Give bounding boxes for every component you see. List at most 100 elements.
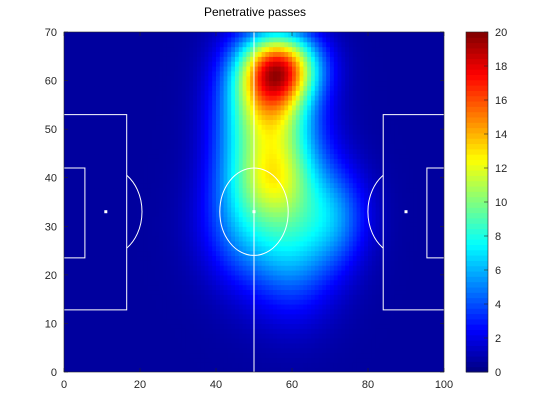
heatmap-cell [276, 260, 282, 266]
heatmap-cell [128, 318, 133, 325]
heatmap-cell [246, 80, 251, 87]
heatmap-cell [178, 240, 183, 247]
heatmap-cell [216, 299, 221, 305]
heatmap-cell [162, 153, 168, 159]
heatmap-cell [330, 284, 335, 291]
heatmap-cell [121, 41, 126, 48]
heatmap-cell [185, 85, 190, 91]
heatmap-cell [140, 134, 145, 140]
heatmap-cell [269, 41, 274, 48]
heatmap-cell [105, 299, 111, 305]
heatmap-cell [105, 318, 111, 325]
heatmap-cell [280, 328, 285, 334]
heatmap-cell [124, 95, 130, 101]
heatmap-cell [265, 70, 270, 77]
heatmap-cell [216, 367, 221, 372]
heatmap-cell [185, 41, 190, 48]
heatmap-cell [231, 206, 236, 213]
heatmap-cell [265, 294, 270, 300]
heatmap-cell [254, 231, 259, 237]
heatmap-cell [235, 177, 240, 184]
heatmap-cell [276, 342, 282, 349]
heatmap-cell [79, 80, 84, 87]
heatmap-cell [197, 313, 202, 320]
heatmap-cell [223, 46, 228, 53]
heatmap-cell [265, 90, 270, 96]
heatmap-cell [170, 134, 175, 140]
heatmap-cell [178, 158, 183, 164]
heatmap-cell [193, 347, 198, 354]
heatmap-cell [303, 206, 308, 213]
heatmap-cell [292, 274, 297, 281]
heatmap-cell [265, 226, 270, 232]
heatmap-cell [67, 313, 73, 320]
heatmap-cell [90, 216, 95, 223]
heatmap-cell [299, 240, 304, 247]
heatmap-cell [330, 61, 335, 67]
heatmap-cell [311, 221, 316, 227]
heatmap-cell [295, 299, 301, 305]
heatmap-cell [105, 352, 111, 359]
heatmap-cell [151, 119, 156, 125]
heatmap-cell [117, 56, 122, 62]
heatmap-cell [299, 231, 304, 237]
heatmap-cell [170, 250, 175, 257]
heatmap-cell [204, 211, 209, 218]
heatmap-cell [238, 231, 244, 237]
heatmap-cell [90, 255, 95, 261]
heatmap-cell [128, 323, 133, 329]
heatmap-cell [105, 289, 111, 295]
heatmap-cell [166, 134, 171, 140]
heatmap-cell [185, 211, 190, 218]
heatmap-cell [318, 352, 323, 359]
heatmap-cell [219, 338, 225, 344]
heatmap-cell [174, 240, 179, 247]
heatmap-cell [159, 352, 164, 359]
heatmap-cell [288, 32, 293, 38]
heatmap-cell [174, 270, 179, 276]
heatmap-cell [185, 70, 190, 77]
heatmap-cell [121, 279, 126, 286]
heatmap-cell [208, 177, 213, 184]
heatmap-cell [166, 104, 171, 111]
heatmap-cell [238, 274, 244, 281]
heatmap-cell [132, 304, 137, 310]
heatmap-cell [75, 134, 80, 140]
heatmap-cell [83, 274, 88, 281]
heatmap-cell [314, 299, 320, 305]
heatmap-cell [292, 46, 297, 53]
heatmap-cell [292, 56, 297, 62]
heatmap-cell [181, 109, 187, 116]
heatmap-cell [311, 294, 316, 300]
heatmap-cell [284, 265, 289, 271]
heatmap-cell [231, 211, 236, 218]
heatmap-cell [303, 138, 308, 145]
heatmap-cell [307, 80, 312, 87]
heatmap-cell [250, 245, 255, 252]
heatmap-cell [178, 289, 183, 295]
heatmap-cell [140, 32, 145, 38]
heatmap-cell [117, 304, 122, 310]
heatmap-cell [197, 129, 202, 135]
heatmap-cell [219, 255, 225, 261]
heatmap-cell [132, 206, 137, 213]
heatmap-cell [273, 255, 278, 261]
heatmap-cell [174, 70, 179, 77]
heatmap-cell [330, 95, 335, 101]
heatmap-cell [102, 323, 107, 329]
heatmap-cell [235, 270, 240, 276]
heatmap-cell [197, 255, 202, 261]
heatmap-cell [178, 279, 183, 286]
heatmap-cell [181, 134, 187, 140]
heatmap-cell [307, 182, 312, 189]
heatmap-cell [136, 168, 141, 174]
heatmap-cell [276, 70, 282, 77]
heatmap-cell [303, 250, 308, 257]
heatmap-cell [124, 352, 130, 359]
heatmap-cell [185, 304, 190, 310]
heatmap-cell [193, 255, 198, 261]
heatmap-cell [79, 32, 84, 38]
heatmap-cell [174, 134, 179, 140]
heatmap-cell [64, 124, 69, 130]
heatmap-cell [200, 367, 206, 372]
